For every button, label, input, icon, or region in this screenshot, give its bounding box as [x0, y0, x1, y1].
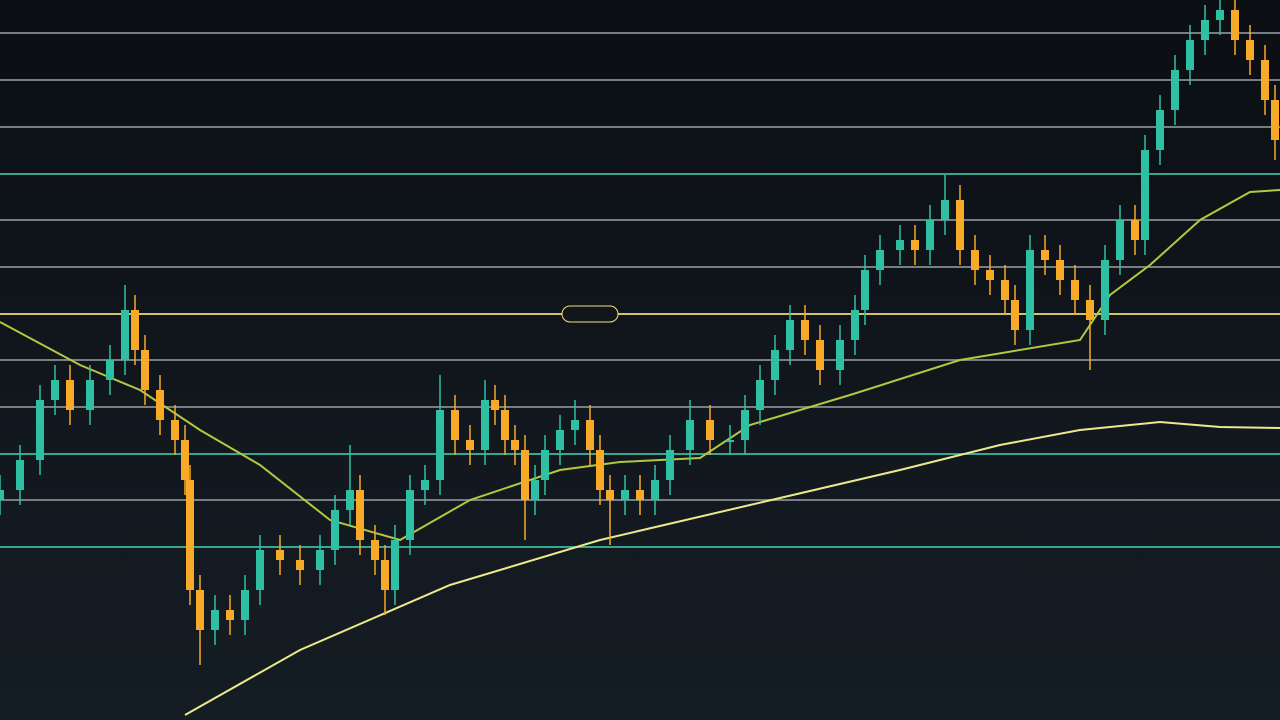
- candle-body: [156, 390, 164, 420]
- candle-body: [226, 610, 234, 620]
- candle-body: [131, 310, 139, 350]
- candle-body: [861, 270, 869, 310]
- candle-body: [1141, 150, 1149, 240]
- candle-body: [141, 350, 149, 390]
- candle-body: [451, 410, 459, 440]
- candle-body: [186, 480, 194, 590]
- candle-body: [1186, 40, 1194, 70]
- candle-body: [706, 420, 714, 440]
- candle-body: [51, 380, 59, 400]
- candle-body: [1011, 300, 1019, 330]
- candle-body: [586, 420, 594, 450]
- candle-body: [1271, 100, 1279, 140]
- candle-body: [316, 550, 324, 570]
- candle-body: [241, 590, 249, 620]
- candle-body: [381, 560, 389, 590]
- candle-body: [571, 420, 579, 430]
- candle-body: [66, 380, 74, 410]
- candle-body: [196, 590, 204, 630]
- candle-body: [621, 490, 629, 500]
- candle-body: [1261, 60, 1269, 100]
- candle-body: [1041, 250, 1049, 260]
- candle-body: [391, 540, 399, 590]
- candle-body: [181, 440, 189, 480]
- candle-body: [1086, 300, 1094, 320]
- candle-body: [836, 340, 844, 370]
- candle-body: [596, 450, 604, 490]
- candle-body: [436, 410, 444, 480]
- candle-body: [1171, 70, 1179, 110]
- candle-body: [511, 440, 519, 450]
- candle-body: [0, 490, 4, 500]
- candle-body: [276, 550, 284, 560]
- candle-body: [501, 410, 509, 440]
- candle-body: [421, 480, 429, 490]
- candle-body: [1071, 280, 1079, 300]
- candle-body: [346, 490, 354, 510]
- candle-body: [911, 240, 919, 250]
- candle-body: [971, 250, 979, 270]
- candle-body: [406, 490, 414, 540]
- candle-body: [741, 410, 749, 440]
- candle-body: [726, 440, 734, 442]
- candle-body: [801, 320, 809, 340]
- candle-body: [256, 550, 264, 590]
- candle-body: [36, 400, 44, 460]
- candle-body: [466, 440, 474, 450]
- candle-body: [1116, 220, 1124, 260]
- candle-body: [1201, 20, 1209, 40]
- moving-average-line: [0, 189, 1280, 542]
- candle-body: [1131, 220, 1139, 240]
- candle-body: [816, 340, 824, 370]
- candle-body: [896, 240, 904, 250]
- candle-body: [171, 420, 179, 440]
- candle-body: [211, 610, 219, 630]
- candle-body: [296, 560, 304, 570]
- candle-body: [331, 510, 339, 550]
- moving-average-line: [184, 420, 1280, 716]
- price-tag: [561, 305, 619, 323]
- candle-body: [481, 400, 489, 450]
- candle-body: [556, 430, 564, 450]
- candle-body: [986, 270, 994, 280]
- candle-body: [1246, 40, 1254, 60]
- candle-body: [1156, 110, 1164, 150]
- candle-body: [541, 450, 549, 480]
- candle-body: [531, 480, 539, 500]
- candle-body: [86, 380, 94, 410]
- candle-body: [876, 250, 884, 270]
- candle-body: [371, 540, 379, 560]
- candle-body: [636, 490, 644, 500]
- candle-body: [666, 450, 674, 480]
- candles: [0, 0, 1279, 665]
- candle-body: [786, 320, 794, 350]
- candle-body: [651, 480, 659, 500]
- candle-body: [1231, 10, 1239, 40]
- candle-body: [16, 460, 24, 490]
- candle-body: [926, 220, 934, 250]
- candle-body: [851, 310, 859, 340]
- candle-body: [356, 490, 364, 540]
- moving-averages: [0, 189, 1280, 716]
- candle-body: [521, 450, 529, 500]
- candle-body: [956, 200, 964, 250]
- candle-body: [1001, 280, 1009, 300]
- candle-body: [941, 200, 949, 220]
- candle-body: [1056, 260, 1064, 280]
- candle-body: [106, 360, 114, 380]
- candle-body: [606, 490, 614, 500]
- candle-body: [686, 420, 694, 450]
- candle-body: [1026, 250, 1034, 330]
- candle-body: [756, 380, 764, 410]
- candle-body: [1101, 260, 1109, 320]
- candle-body: [491, 400, 499, 410]
- candle-body: [771, 350, 779, 380]
- candle-body: [1216, 10, 1224, 20]
- candle-body: [121, 310, 129, 360]
